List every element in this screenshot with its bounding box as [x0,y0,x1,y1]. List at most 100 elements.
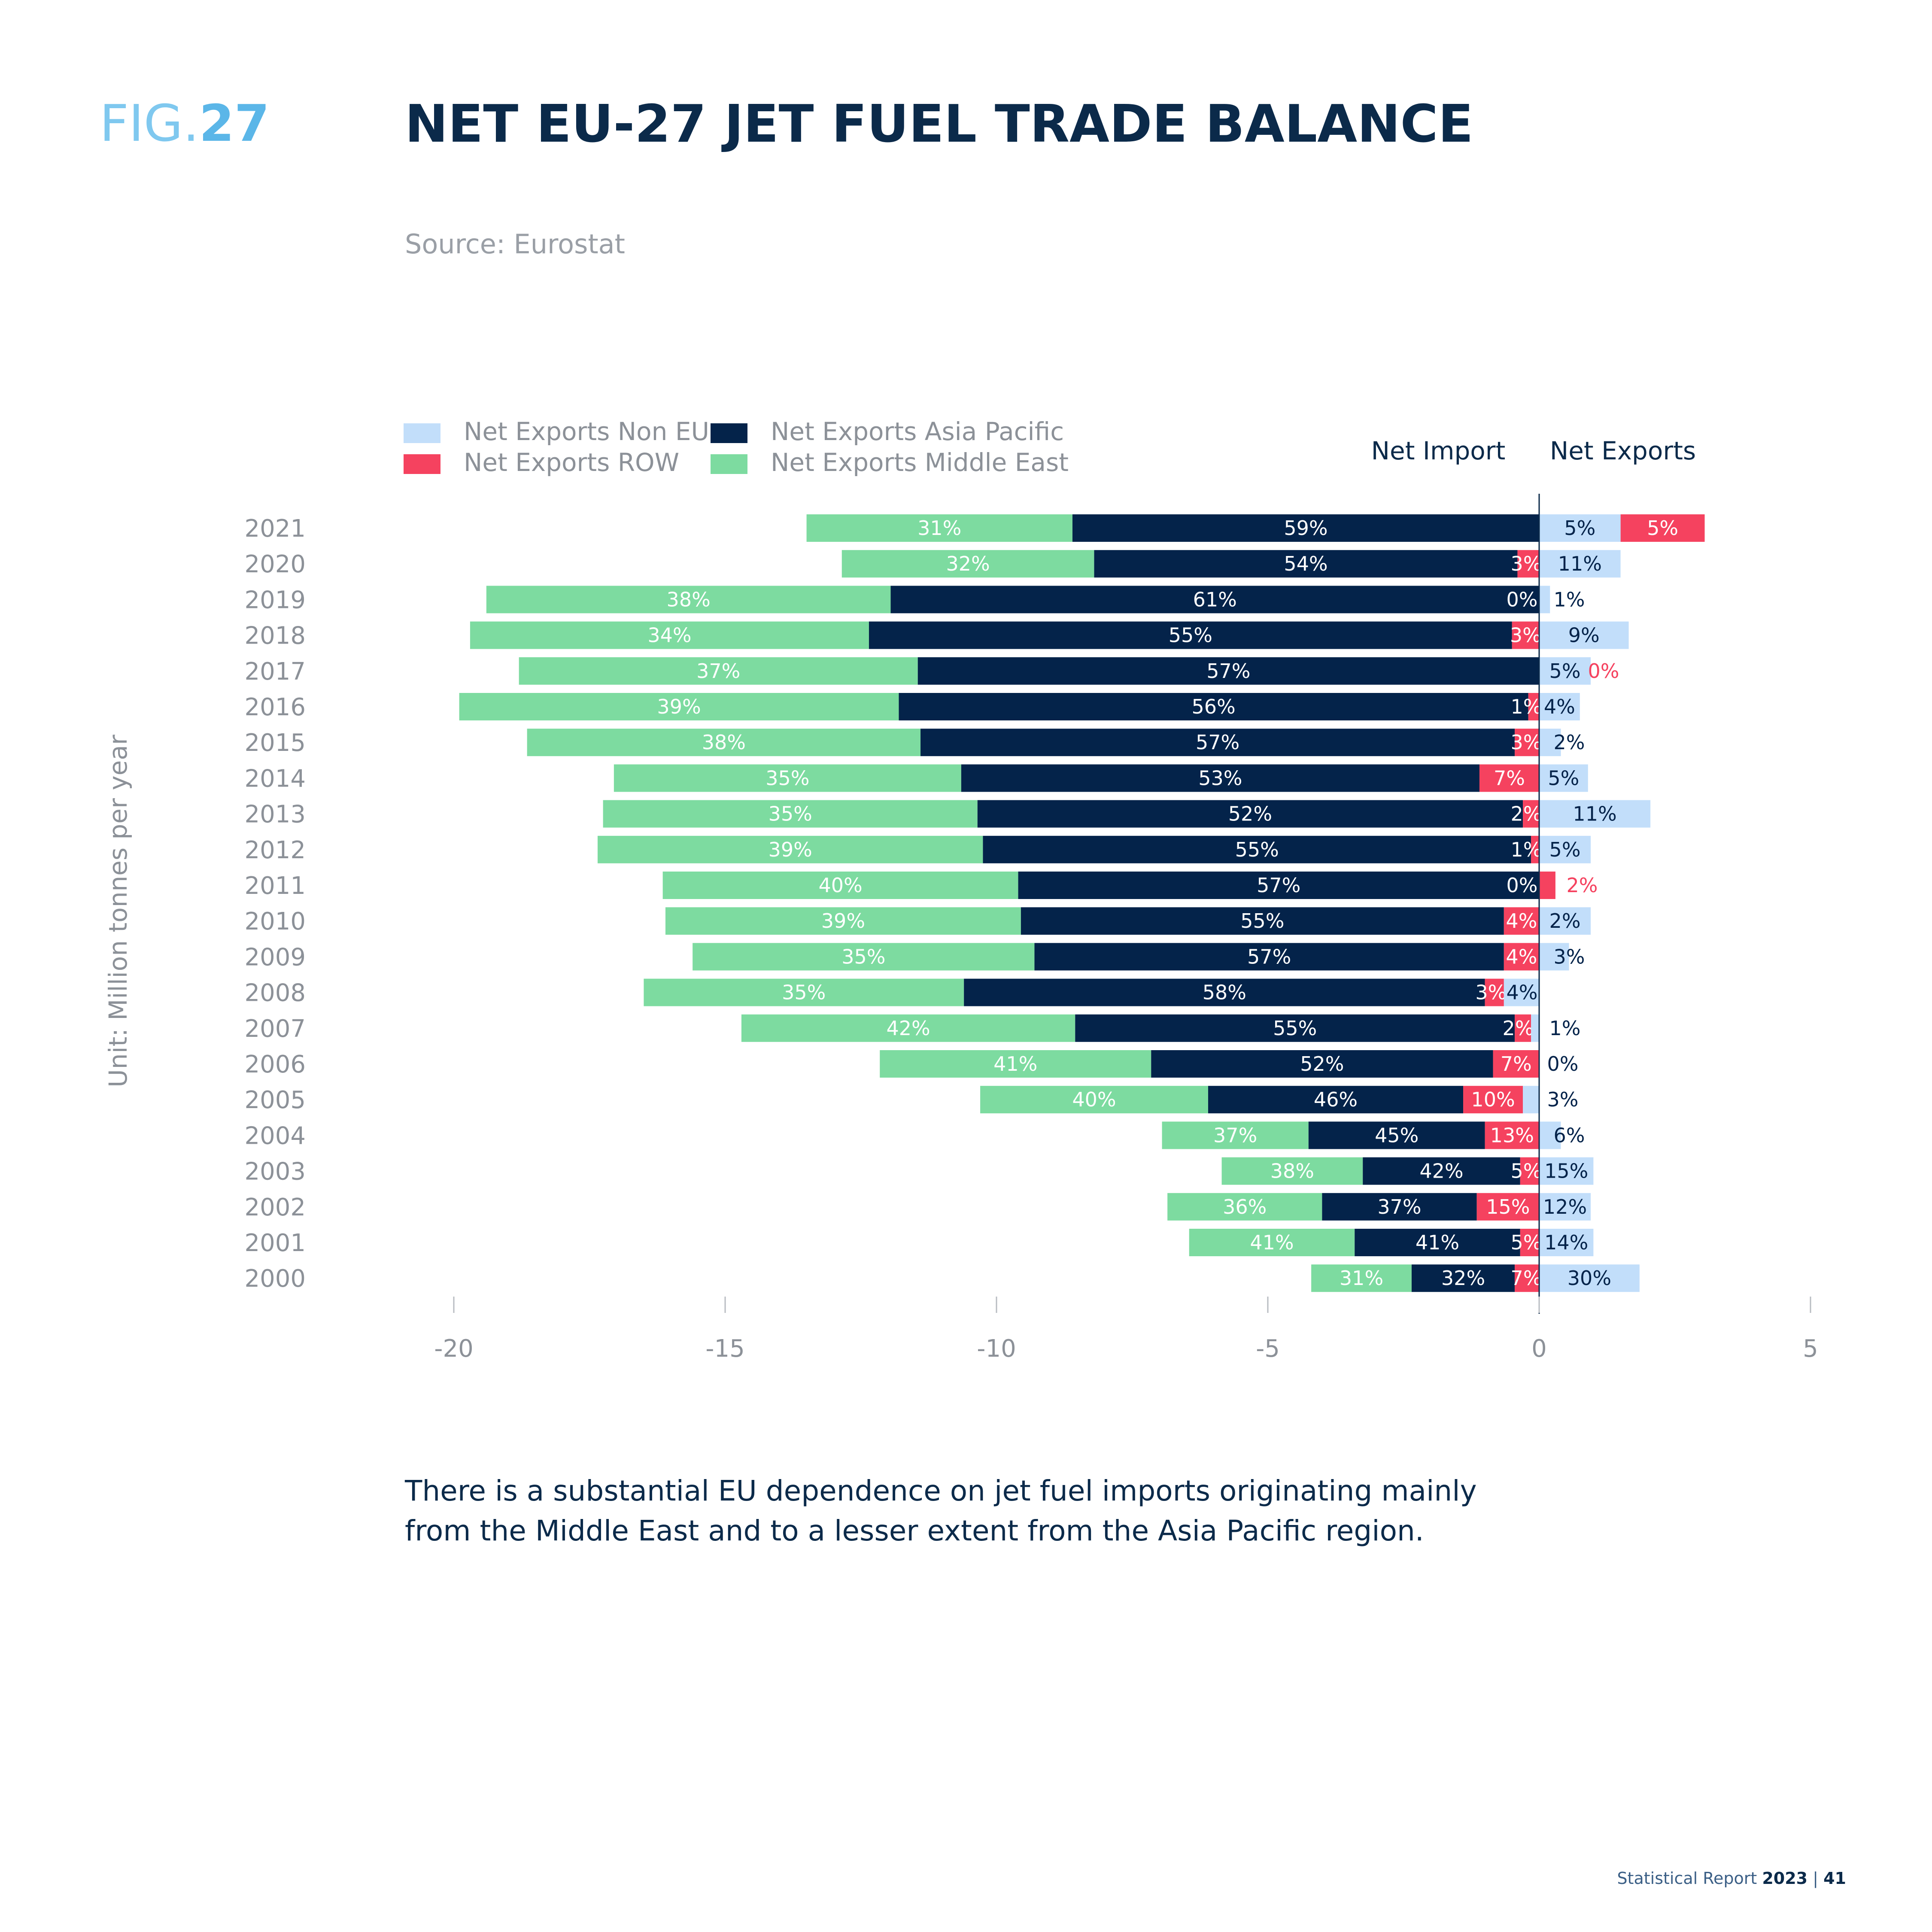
asia-pacific-2010-bar [1021,907,1504,935]
asia-pacific-2014-label: 53% [1198,766,1242,790]
row-2018-bar [1512,621,1539,649]
asia-pacific-2018-bar [869,621,1512,649]
non-eu-2016-label: 4% [1544,695,1575,718]
footer-text: Statistical Report [1617,1869,1757,1888]
middle-east-2008-label: 35% [782,981,826,1004]
non-eu-2017-bar [1539,657,1591,685]
row-2014-bar [1479,764,1539,792]
year-label-2011: 2011 [244,872,306,900]
middle-east-2001-bar [1189,1229,1355,1256]
asia-pacific-2012-label: 55% [1235,838,1279,861]
asia-pacific-2012-bar [983,835,1531,863]
middle-east-2006-label: 41% [993,1052,1037,1075]
row-2020-bar [1517,550,1539,578]
row-2017-label: 0% [1588,659,1619,683]
footer-year: 2023 [1762,1869,1807,1888]
asia-pacific-2002-label: 37% [1377,1195,1421,1218]
middle-east-2016-label: 39% [657,695,701,718]
non-eu-2000-label: 30% [1567,1267,1611,1290]
row-2009-label: 4% [1506,945,1537,968]
non-eu-2020-bar [1539,550,1621,578]
non-eu-2018-bar [1539,621,1629,649]
non-eu-2007-bar [1531,1014,1539,1042]
asia-pacific-2016-bar [899,693,1528,720]
asia-pacific-2021-bar [1072,514,1539,542]
row-2006-label: 7% [1501,1052,1532,1075]
asia-pacific-2004-bar [1308,1121,1485,1149]
caption-line-2: from the Middle East and to a lesser ext… [405,1514,1424,1547]
legend-label-non-eu: Net Exports Non EU [464,417,709,446]
non-eu-2014-bar [1539,764,1588,792]
chart-title: NET EU-27 JET FUEL TRADE BALANCE [405,94,1473,154]
year-label-2014: 2014 [244,765,306,793]
non-eu-2008-label: 4% [1507,981,1538,1004]
legend-label-middle-east: Net Exports Middle East [771,448,1069,477]
non-eu-2002-bar [1539,1193,1591,1221]
middle-east-2004-bar [1162,1121,1309,1149]
asia-pacific-2014-bar [961,764,1479,792]
non-eu-2016-bar [1539,693,1580,720]
page-footer: Statistical Report 2023 | 41 [1617,1869,1846,1888]
row-2005-label: 10% [1471,1088,1515,1111]
year-label-2002: 2002 [244,1194,306,1221]
row-2014-label: 7% [1494,766,1525,790]
middle-east-2000-label: 31% [1340,1267,1383,1290]
asia-pacific-2005-bar [1208,1086,1464,1114]
row-2004-bar [1485,1121,1539,1149]
non-eu-2012-bar [1539,835,1591,863]
asia-pacific-2010-label: 55% [1240,909,1284,933]
row-2000-bar [1515,1264,1539,1292]
non-eu-2009-label: 3% [1554,945,1585,968]
middle-east-2007-label: 42% [886,1017,930,1040]
middle-east-2016-bar [459,693,899,720]
middle-east-2003-label: 38% [1270,1160,1314,1183]
non-eu-2012-label: 5% [1549,838,1581,861]
middle-east-2021-bar [806,514,1072,542]
row-2012-label: 1% [1511,838,1542,861]
x-tick-label-3: -5 [1256,1335,1280,1363]
middle-east-2017-bar [519,657,918,685]
non-eu-2019-label: 1% [1554,588,1585,611]
year-label-2008: 2008 [244,979,306,1007]
non-eu-2020-label: 11% [1558,552,1602,575]
middle-east-2015-label: 38% [702,731,746,754]
asia-pacific-2020-label: 54% [1284,552,1327,575]
row-2019-label: 0% [1507,588,1538,611]
row-2008-label: 3% [1475,981,1507,1004]
row-2008-bar [1485,978,1504,1006]
non-eu-2010-label: 2% [1549,909,1581,933]
year-label-2021: 2021 [244,515,306,543]
middle-east-2017-label: 37% [696,659,740,683]
asia-pacific-2001-bar [1355,1229,1520,1256]
row-2016-label: 1% [1511,695,1542,718]
non-eu-2002-label: 12% [1543,1195,1587,1218]
row-2002-label: 15% [1486,1195,1530,1218]
year-label-2004: 2004 [244,1122,306,1150]
legend-swatch-row [404,454,440,474]
year-label-2009: 2009 [244,943,306,971]
row-2003-label: 5% [1511,1160,1542,1183]
asia-pacific-2015-label: 57% [1196,731,1239,754]
asia-pacific-2019-label: 61% [1193,588,1237,611]
row-2010-bar [1504,907,1539,935]
row-2013-label: 2% [1511,802,1542,826]
fig-number: 27 [199,94,270,153]
middle-east-2006-bar [880,1050,1151,1078]
non-eu-2009-bar [1539,943,1569,971]
asia-pacific-2003-label: 42% [1419,1160,1463,1183]
legend-swatch-middle-east [711,454,747,474]
middle-east-2014-label: 35% [766,766,809,790]
non-eu-2001-bar [1539,1229,1594,1256]
asia-pacific-2000-bar [1411,1264,1515,1292]
non-eu-2006-label: 0% [1547,1052,1579,1075]
legend-label-asia-pacific: Net Exports Asia Pacific [771,417,1064,446]
middle-east-2020-label: 32% [946,552,990,575]
asia-pacific-2000-label: 32% [1441,1267,1485,1290]
row-2001-label: 5% [1511,1231,1542,1254]
asia-pacific-2008-label: 58% [1203,981,1246,1004]
middle-east-2002-label: 36% [1223,1195,1267,1218]
row-2001-bar [1520,1229,1539,1256]
row-2011-label: 0% [1507,874,1538,897]
source-note: Source: Eurostat [405,228,625,260]
